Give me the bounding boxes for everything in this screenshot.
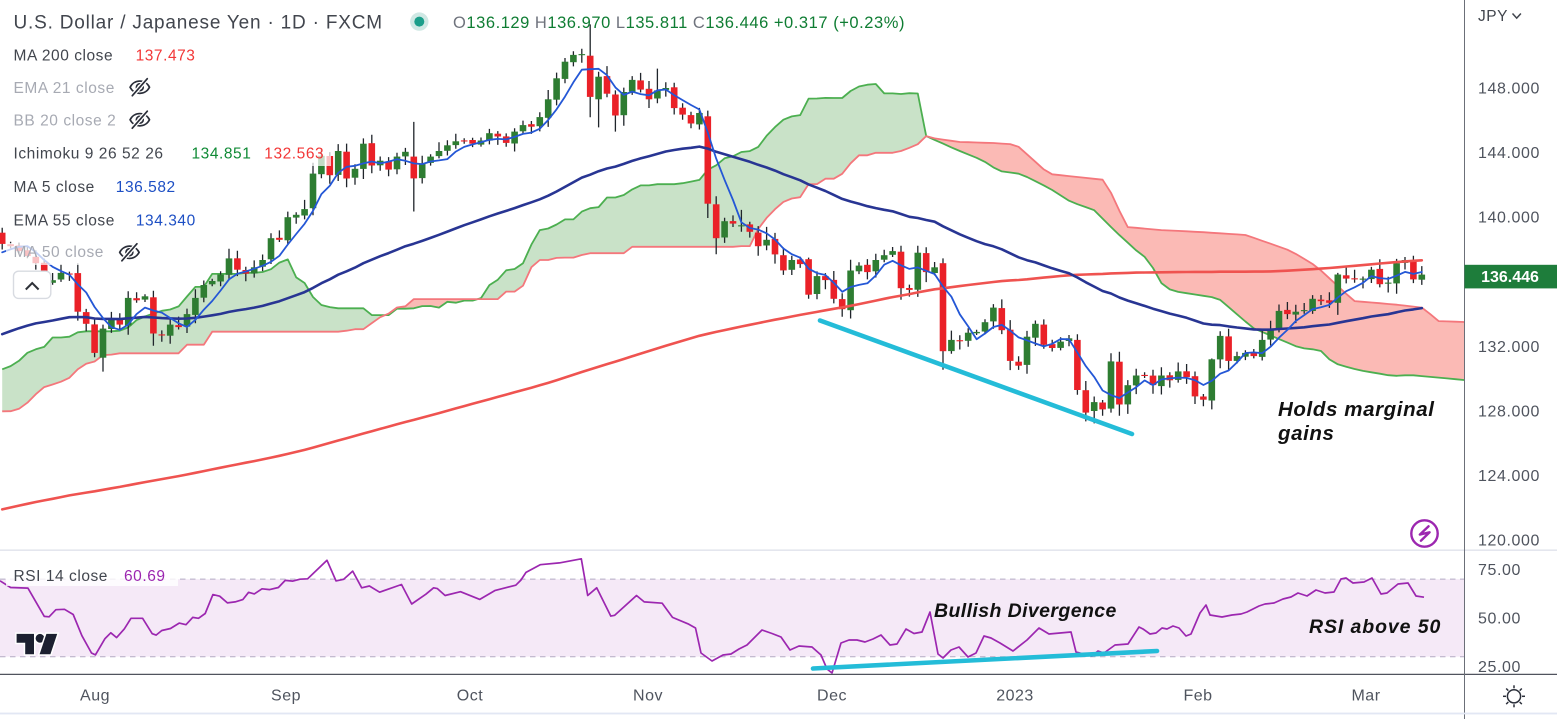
svg-text:132.563: 132.563: [264, 146, 324, 163]
svg-text:75.00: 75.00: [1478, 562, 1521, 579]
svg-text:Nov: Nov: [633, 688, 663, 705]
svg-text:Holds marginal: Holds marginal: [1278, 398, 1435, 421]
svg-text:Feb: Feb: [1183, 688, 1212, 705]
svg-text:MA 50 close: MA 50 close: [14, 244, 104, 261]
svg-text:Sep: Sep: [271, 688, 301, 705]
svg-text:136.446: 136.446: [1481, 269, 1539, 286]
svg-text:U.S. Dollar / Japanese Yen · 1: U.S. Dollar / Japanese Yen · 1D · FXCM: [14, 13, 383, 34]
svg-text:120.000: 120.000: [1478, 533, 1540, 550]
svg-text:BB 20 close 2: BB 20 close 2: [14, 113, 117, 130]
svg-text:132.000: 132.000: [1478, 339, 1540, 356]
svg-text:Aug: Aug: [80, 688, 110, 705]
svg-text:Mar: Mar: [1351, 688, 1380, 705]
svg-text:EMA 21 close: EMA 21 close: [14, 80, 115, 97]
svg-text:Bullish Divergence: Bullish Divergence: [934, 600, 1117, 622]
svg-text:144.000: 144.000: [1478, 145, 1540, 162]
svg-text:MA 5 close: MA 5 close: [14, 179, 95, 196]
svg-text:RSI above 50: RSI above 50: [1309, 616, 1441, 638]
svg-text:gains: gains: [1277, 422, 1335, 445]
svg-text:128.000: 128.000: [1478, 404, 1540, 421]
svg-text:134.340: 134.340: [136, 212, 196, 229]
svg-text:MA 200 close: MA 200 close: [14, 48, 114, 65]
svg-text:Dec: Dec: [817, 688, 847, 705]
svg-text:134.851: 134.851: [192, 146, 252, 163]
svg-text:Oct: Oct: [457, 688, 483, 705]
svg-text:25.00: 25.00: [1478, 659, 1521, 676]
svg-text:124.000: 124.000: [1478, 468, 1540, 485]
svg-text:140.000: 140.000: [1478, 210, 1540, 227]
svg-text:148.000: 148.000: [1478, 81, 1540, 98]
svg-text:60.69: 60.69: [124, 568, 166, 585]
svg-text:JPY: JPY: [1478, 8, 1508, 25]
svg-text:136.582: 136.582: [116, 179, 176, 196]
svg-text:RSI 14 close: RSI 14 close: [14, 568, 108, 585]
svg-text:EMA 55 close: EMA 55 close: [14, 212, 115, 229]
svg-text:Ichimoku 9 26 52 26: Ichimoku 9 26 52 26: [14, 146, 164, 163]
svg-text:137.473: 137.473: [136, 48, 196, 65]
svg-text:2023: 2023: [996, 688, 1034, 705]
svg-text:50.00: 50.00: [1478, 610, 1521, 627]
